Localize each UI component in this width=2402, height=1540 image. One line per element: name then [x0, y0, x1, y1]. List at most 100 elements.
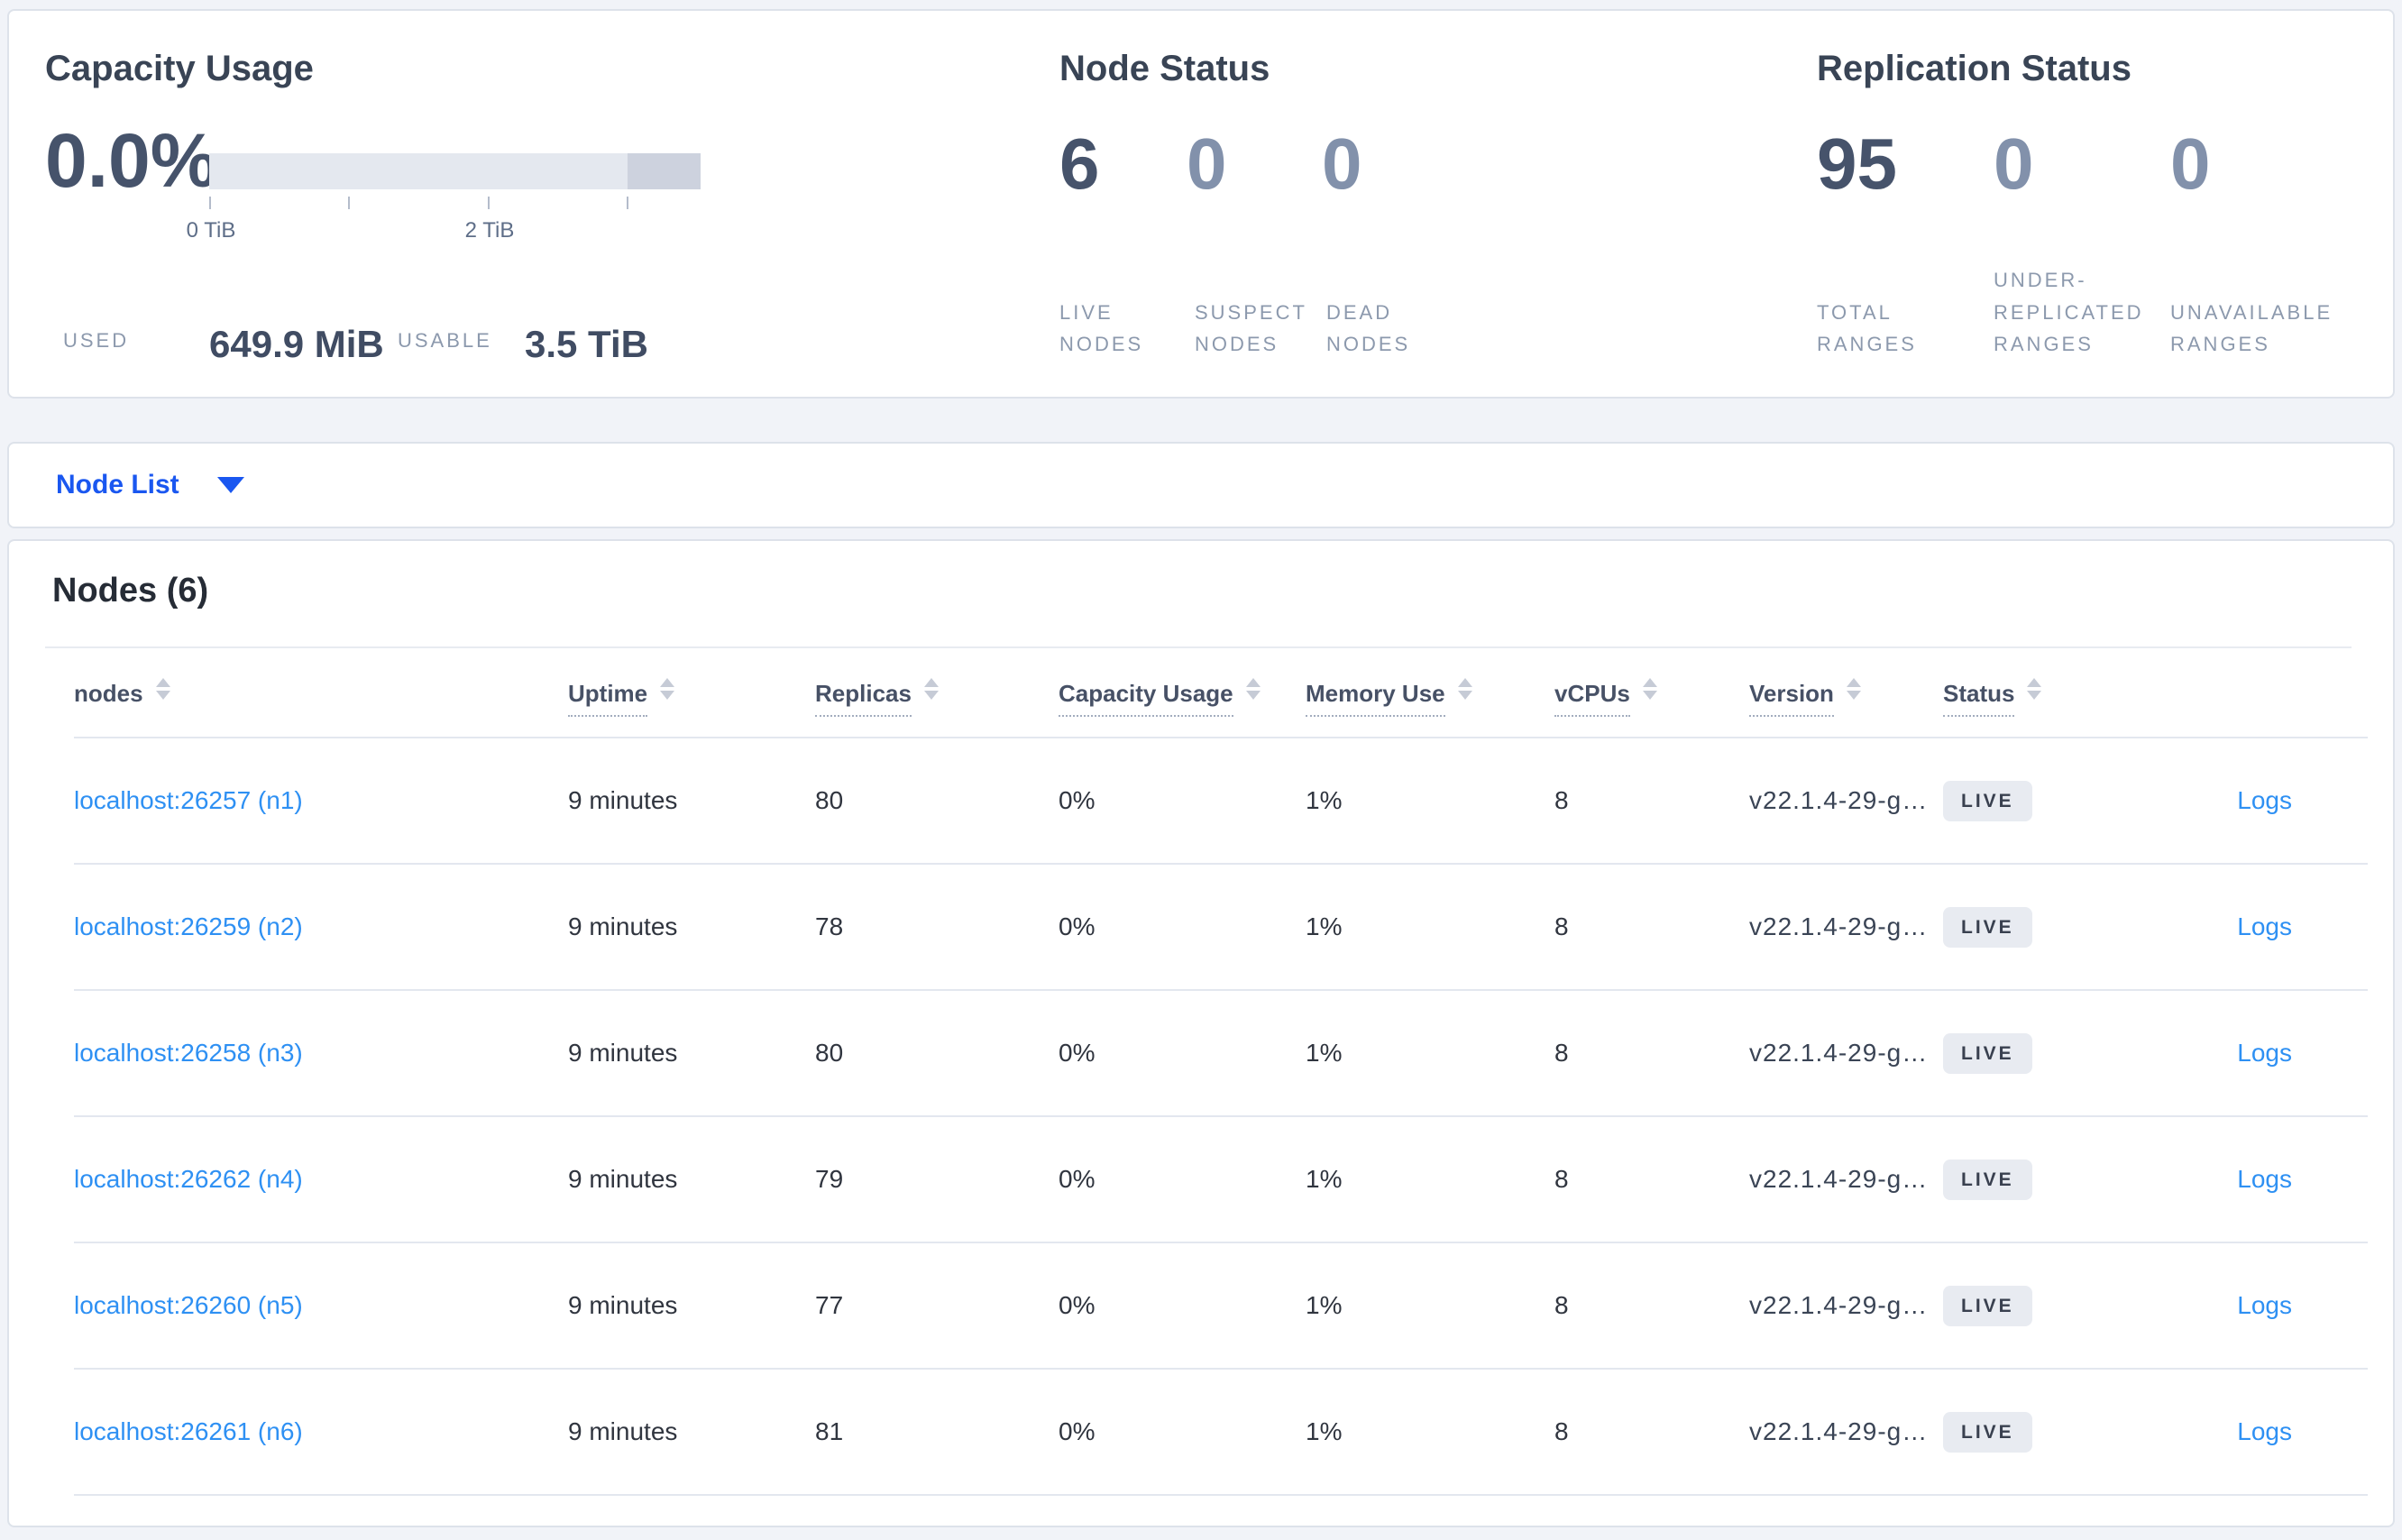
replication-status-labels: TOTAL RANGES UNDER-REPLICATED RANGES UNA…	[1817, 238, 2364, 361]
version-cell: v22.1.4-29-g…	[1749, 1039, 1929, 1067]
version-cell: v22.1.4-29-g…	[1749, 912, 1929, 940]
uptime-cell: 9 minutes	[568, 1417, 678, 1445]
table-row: localhost:26258 (n3) 9 minutes 80 0% 1% …	[74, 991, 2368, 1117]
nodes-table-title: Nodes (6)	[52, 572, 209, 610]
version-cell: v22.1.4-29-g…	[1749, 1165, 1929, 1193]
cluster-summary-card: Capacity Usage 0.0% 0 TiB 2 TiB USED 649…	[7, 9, 2395, 399]
unavailable-ranges-value: 0	[2170, 124, 2211, 204]
capacity-bar-reserved-segment	[628, 153, 701, 189]
sort-icon[interactable]	[923, 677, 939, 700]
node-link[interactable]: localhost:26260 (n5)	[74, 1291, 303, 1319]
column-header-nodes[interactable]: nodes	[74, 677, 568, 708]
live-nodes-value: 6	[1059, 124, 1100, 204]
uptime-cell: 9 minutes	[568, 1039, 678, 1067]
logs-link[interactable]: Logs	[2237, 912, 2292, 940]
capacity-cell: 0%	[1059, 786, 1096, 814]
uptime-cell: 9 minutes	[568, 1291, 678, 1319]
column-header-vcpus[interactable]: vCPUs	[1554, 677, 1749, 717]
status-badge: LIVE	[1943, 1411, 2032, 1453]
sort-icon[interactable]	[660, 677, 675, 700]
unavailable-ranges-label: UNAVAILABLE RANGES	[2170, 300, 2333, 356]
replicas-cell: 79	[815, 1165, 844, 1193]
capacity-used-usable-row: USED 649.9 MiB USABLE 3.5 TiB	[45, 308, 694, 366]
logs-link[interactable]: Logs	[2237, 786, 2292, 814]
memory-cell: 1%	[1306, 786, 1343, 814]
status-badge: LIVE	[1943, 1032, 2032, 1074]
column-header-version[interactable]: Version	[1749, 677, 1943, 717]
column-header-status[interactable]: Status	[1943, 677, 2150, 717]
node-link[interactable]: localhost:26261 (n6)	[74, 1417, 303, 1445]
node-link[interactable]: localhost:26262 (n4)	[74, 1165, 303, 1193]
node-list-dropdown-label[interactable]: Node List	[56, 470, 179, 500]
replicas-cell: 80	[815, 786, 844, 814]
dead-nodes-value: 0	[1322, 124, 1362, 204]
column-header-uptime[interactable]: Uptime	[568, 677, 815, 717]
replicas-cell: 80	[815, 1039, 844, 1067]
column-header-replicas[interactable]: Replicas	[815, 677, 1059, 717]
total-ranges-label: TOTAL RANGES	[1817, 300, 1917, 356]
column-header-capacity-usage[interactable]: Capacity Usage	[1059, 677, 1306, 717]
sort-icon[interactable]	[1457, 677, 1472, 700]
replicas-cell: 77	[815, 1291, 844, 1319]
status-badge: LIVE	[1943, 906, 2032, 948]
under-replicated-ranges-label: UNDER-REPLICATED RANGES	[1994, 269, 2144, 356]
nodes-table-card: Nodes (6) nodes Uptime Replicas Capacity…	[7, 539, 2395, 1527]
capacity-usage-title: Capacity Usage	[45, 49, 314, 88]
node-link[interactable]: localhost:26258 (n3)	[74, 1039, 303, 1067]
replication-status-values: 95 0 0	[1817, 128, 2211, 200]
uptime-cell: 9 minutes	[568, 786, 678, 814]
used-label: USED	[63, 329, 130, 353]
capacity-usage-bar	[209, 153, 701, 189]
status-badge: LIVE	[1943, 780, 2032, 821]
vcpus-cell: 8	[1554, 1039, 1569, 1067]
sort-icon[interactable]	[155, 677, 170, 700]
suspect-nodes-value: 0	[1187, 124, 1227, 204]
capacity-cell: 0%	[1059, 1291, 1096, 1319]
logs-link[interactable]: Logs	[2237, 1417, 2292, 1445]
axis-tick	[488, 197, 490, 209]
memory-cell: 1%	[1306, 1039, 1343, 1067]
sort-icon[interactable]	[1245, 677, 1261, 700]
memory-cell: 1%	[1306, 1165, 1343, 1193]
status-badge: LIVE	[1943, 1159, 2032, 1200]
usable-label: USABLE	[398, 329, 492, 353]
sort-icon[interactable]	[1846, 677, 1861, 700]
axis-tick	[348, 197, 350, 209]
replicas-cell: 81	[815, 1417, 844, 1445]
vcpus-cell: 8	[1554, 1417, 1569, 1445]
node-link[interactable]: localhost:26259 (n2)	[74, 912, 303, 940]
column-header-memory-use[interactable]: Memory Use	[1306, 677, 1554, 717]
live-nodes-label: LIVE NODES	[1059, 300, 1144, 356]
view-selector-card: Node List	[7, 442, 2395, 528]
node-status-values: 6 0 0	[1059, 128, 1362, 200]
node-status-labels: LIVE NODES SUSPECT NODES DEAD NODES	[1059, 238, 1444, 361]
uptime-cell: 9 minutes	[568, 912, 678, 940]
capacity-cell: 0%	[1059, 912, 1096, 940]
caret-down-icon[interactable]	[216, 477, 244, 493]
node-status-title: Node Status	[1059, 49, 1270, 88]
table-row: localhost:26257 (n1) 9 minutes 80 0% 1% …	[74, 738, 2368, 865]
vcpus-cell: 8	[1554, 1165, 1569, 1193]
logs-link[interactable]: Logs	[2237, 1291, 2292, 1319]
replication-status-title: Replication Status	[1817, 49, 2132, 88]
logs-link[interactable]: Logs	[2237, 1165, 2292, 1193]
suspect-nodes-label: SUSPECT NODES	[1195, 300, 1307, 356]
memory-cell: 1%	[1306, 1417, 1343, 1445]
axis-tick	[627, 197, 628, 209]
logs-link[interactable]: Logs	[2237, 1039, 2292, 1067]
sort-icon[interactable]	[1642, 677, 1657, 700]
vcpus-cell: 8	[1554, 786, 1569, 814]
vcpus-cell: 8	[1554, 1291, 1569, 1319]
table-row: localhost:26261 (n6) 9 minutes 81 0% 1% …	[74, 1370, 2368, 1496]
title-divider	[45, 646, 2352, 648]
capacity-usage-chart: 0 TiB 2 TiB	[187, 153, 701, 243]
status-badge: LIVE	[1943, 1285, 2032, 1326]
node-list-dropdown[interactable]: Node List	[56, 470, 244, 500]
memory-cell: 1%	[1306, 912, 1343, 940]
node-link[interactable]: localhost:26257 (n1)	[74, 786, 303, 814]
under-replicated-ranges-value: 0	[1994, 124, 2034, 204]
axis-tick	[209, 197, 211, 209]
sort-icon[interactable]	[2027, 677, 2042, 700]
total-ranges-value: 95	[1817, 124, 1897, 204]
version-cell: v22.1.4-29-g…	[1749, 1291, 1929, 1319]
